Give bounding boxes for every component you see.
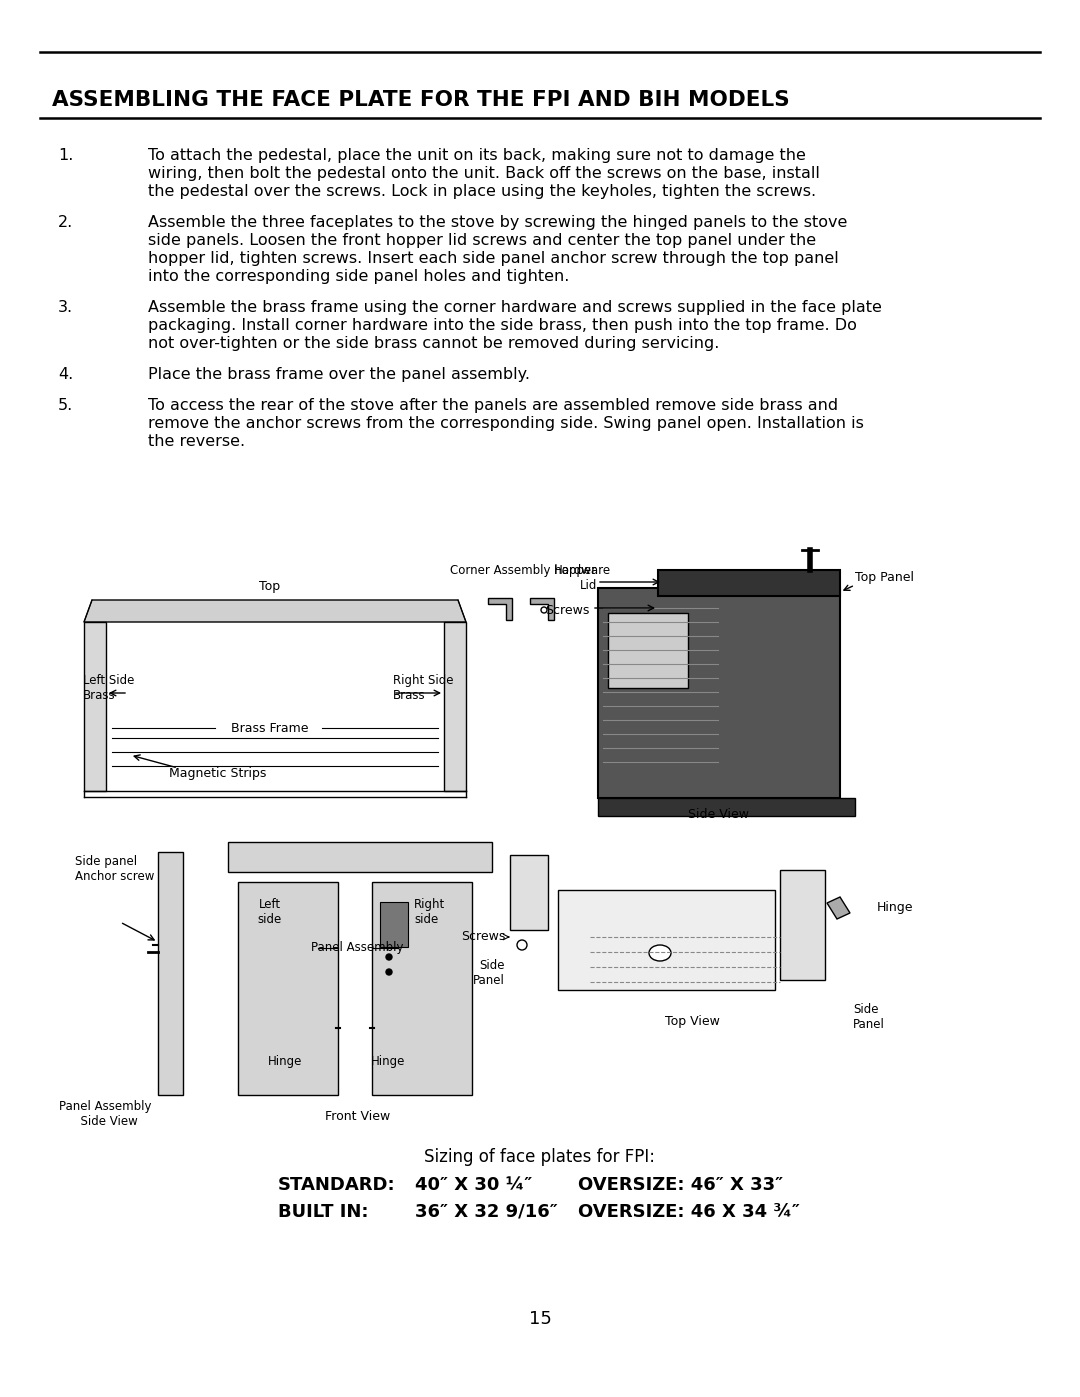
Bar — [158, 852, 183, 1095]
Polygon shape — [84, 599, 465, 622]
Polygon shape — [530, 598, 554, 620]
Text: 15: 15 — [528, 1310, 552, 1329]
Text: To access the rear of the stove after the panels are assembled remove side brass: To access the rear of the stove after th… — [148, 398, 838, 414]
Text: Assemble the three faceplates to the stove by screwing the hinged panels to the : Assemble the three faceplates to the sto… — [148, 215, 848, 231]
Circle shape — [386, 954, 392, 960]
Bar — [658, 570, 840, 597]
Circle shape — [517, 940, 527, 950]
Polygon shape — [488, 598, 512, 620]
Text: Side
Panel: Side Panel — [473, 958, 505, 988]
Polygon shape — [444, 622, 465, 791]
Text: Top View: Top View — [664, 1016, 719, 1028]
Text: Side View: Side View — [688, 807, 748, 821]
Polygon shape — [84, 622, 106, 791]
Text: Right
side: Right side — [414, 898, 445, 926]
Text: BUILT IN:: BUILT IN: — [278, 1203, 368, 1221]
Text: Hinge: Hinge — [877, 901, 914, 914]
Text: 5.: 5. — [58, 398, 73, 414]
Text: Left
side: Left side — [258, 898, 282, 926]
Text: Panel Assembly: Panel Assembly — [311, 942, 403, 954]
Text: Top: Top — [259, 580, 281, 592]
Text: Corner Assembly hardware: Corner Assembly hardware — [450, 564, 610, 577]
Text: Top Panel: Top Panel — [855, 571, 914, 584]
Text: Screws: Screws — [545, 604, 590, 616]
Bar — [608, 613, 688, 687]
Text: Side panel
Anchor screw: Side panel Anchor screw — [75, 855, 154, 883]
Text: Hopper
Lid: Hopper Lid — [554, 564, 597, 592]
Text: STANDARD:: STANDARD: — [278, 1176, 395, 1194]
Text: remove the anchor screws from the corresponding side. Swing panel open. Installa: remove the anchor screws from the corres… — [148, 416, 864, 432]
Text: hopper lid, tighten screws. Insert each side panel anchor screw through the top : hopper lid, tighten screws. Insert each … — [148, 251, 839, 265]
Text: Magnetic Strips: Magnetic Strips — [170, 767, 267, 780]
Text: 40″ X 30 ¼″: 40″ X 30 ¼″ — [415, 1176, 532, 1194]
Bar — [780, 870, 825, 981]
Text: not over-tighten or the side brass cannot be removed during servicing.: not over-tighten or the side brass canno… — [148, 337, 719, 351]
Text: the pedestal over the screws. Lock in place using the keyholes, tighten the scre: the pedestal over the screws. Lock in pl… — [148, 184, 816, 198]
Circle shape — [386, 970, 392, 975]
Text: Panel Assembly
  Side View: Panel Assembly Side View — [58, 1099, 151, 1127]
Bar — [598, 798, 855, 816]
Text: Place the brass frame over the panel assembly.: Place the brass frame over the panel ass… — [148, 367, 530, 381]
Bar — [380, 902, 408, 947]
Bar — [558, 890, 775, 990]
Text: Sizing of face plates for FPI:: Sizing of face plates for FPI: — [424, 1148, 656, 1166]
Bar — [598, 588, 840, 798]
Text: Front View: Front View — [325, 1111, 391, 1123]
Text: 4.: 4. — [58, 367, 73, 381]
Text: OVERSIZE: 46″ X 33″: OVERSIZE: 46″ X 33″ — [578, 1176, 783, 1194]
Text: Screws: Screws — [461, 930, 505, 943]
Text: 2.: 2. — [58, 215, 73, 231]
Text: side panels. Loosen the front hopper lid screws and center the top panel under t: side panels. Loosen the front hopper lid… — [148, 233, 816, 249]
Ellipse shape — [649, 944, 671, 961]
Text: wiring, then bolt the pedestal onto the unit. Back off the screws on the base, i: wiring, then bolt the pedestal onto the … — [148, 166, 820, 182]
Text: 3.: 3. — [58, 300, 73, 314]
Text: OVERSIZE: 46 X 34 ¾″: OVERSIZE: 46 X 34 ¾″ — [578, 1203, 800, 1221]
Text: Hinge: Hinge — [370, 1055, 405, 1067]
Text: Right Side
Brass: Right Side Brass — [393, 673, 454, 703]
Bar — [510, 855, 548, 930]
Text: Assemble the brass frame using the corner hardware and screws supplied in the fa: Assemble the brass frame using the corne… — [148, 300, 882, 314]
Text: Hinge: Hinge — [268, 1055, 302, 1067]
Text: 1.: 1. — [58, 148, 73, 163]
Bar — [228, 842, 492, 872]
Bar — [372, 882, 472, 1095]
Text: 36″ X 32 9/16″: 36″ X 32 9/16″ — [415, 1203, 557, 1221]
Polygon shape — [827, 897, 850, 919]
Text: packaging. Install corner hardware into the side brass, then push into the top f: packaging. Install corner hardware into … — [148, 319, 856, 332]
Text: To attach the pedestal, place the unit on its back, making sure not to damage th: To attach the pedestal, place the unit o… — [148, 148, 806, 163]
Text: into the corresponding side panel holes and tighten.: into the corresponding side panel holes … — [148, 270, 569, 284]
Text: Left Side
Brass: Left Side Brass — [83, 673, 134, 703]
Text: the reverse.: the reverse. — [148, 434, 245, 448]
Bar — [238, 882, 338, 1095]
Text: Brass Frame: Brass Frame — [231, 721, 309, 735]
Text: Side
Panel: Side Panel — [853, 1003, 885, 1031]
Text: ASSEMBLING THE FACE PLATE FOR THE FPI AND BIH MODELS: ASSEMBLING THE FACE PLATE FOR THE FPI AN… — [52, 89, 789, 110]
